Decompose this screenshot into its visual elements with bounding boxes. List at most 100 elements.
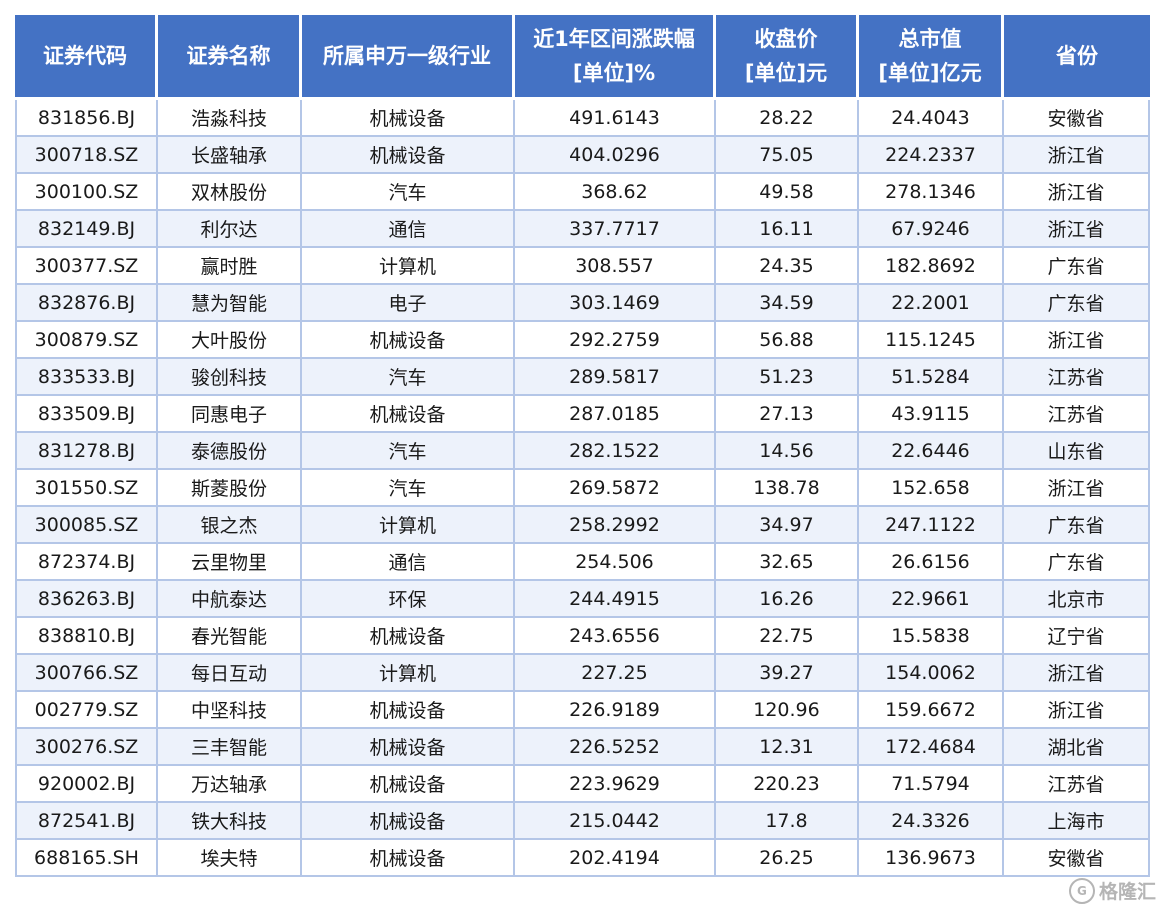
cell-name: 双林股份 (158, 174, 302, 211)
cell-industry: 机械设备 (302, 618, 515, 655)
cell-name: 万达轴承 (158, 766, 302, 803)
cell-name: 埃夫特 (158, 840, 302, 877)
cell-province: 浙江省 (1004, 137, 1150, 174)
watermark-text: 格隆汇 (1098, 881, 1156, 903)
cell-code: 301550.SZ (15, 470, 158, 507)
cell-industry: 机械设备 (302, 100, 515, 137)
cell-industry: 计算机 (302, 507, 515, 544)
cell-code: 688165.SH (15, 840, 158, 877)
cell-marketcap: 26.6156 (859, 544, 1004, 581)
cell-code: 300879.SZ (15, 322, 158, 359)
cell-code: 920002.BJ (15, 766, 158, 803)
cell-code: 836263.BJ (15, 581, 158, 618)
cell-name: 铁大科技 (158, 803, 302, 840)
header-label: 所属申万一级行业 (323, 44, 491, 68)
table-row: 300879.SZ 大叶股份 机械设备 292.2759 56.88 115.1245 浙江… (15, 322, 1150, 359)
cell-marketcap: 224.2337 (859, 137, 1004, 174)
cell-code: 300085.SZ (15, 507, 158, 544)
cell-change: 226.9189 (515, 692, 716, 729)
cell-marketcap: 22.6446 (859, 433, 1004, 470)
cell-change: 215.0442 (515, 803, 716, 840)
table-row: 833533.BJ 骏创科技 汽车 289.5817 51.23 51.5284 江苏省 (15, 359, 1150, 396)
cell-close: 32.65 (716, 544, 859, 581)
cell-name: 浩淼科技 (158, 100, 302, 137)
cell-change: 244.4915 (515, 581, 716, 618)
cell-province: 浙江省 (1004, 174, 1150, 211)
cell-industry: 机械设备 (302, 692, 515, 729)
cell-marketcap: 24.4043 (859, 100, 1004, 137)
cell-province: 浙江省 (1004, 655, 1150, 692)
cell-change: 404.0296 (515, 137, 716, 174)
cell-industry: 汽车 (302, 470, 515, 507)
cell-industry: 通信 (302, 544, 515, 581)
cell-code: 872374.BJ (15, 544, 158, 581)
cell-name: 长盛轴承 (158, 137, 302, 174)
cell-code: 831856.BJ (15, 100, 158, 137)
cell-province: 安徽省 (1004, 840, 1150, 877)
cell-marketcap: 43.9115 (859, 396, 1004, 433)
cell-industry: 汽车 (302, 433, 515, 470)
cell-close: 16.11 (716, 211, 859, 248)
cell-code: 832149.BJ (15, 211, 158, 248)
header-label: 近1年区间涨跌幅 (533, 27, 695, 51)
cell-change: 337.7717 (515, 211, 716, 248)
cell-name: 三丰智能 (158, 729, 302, 766)
header-label: 收盘价 (754, 27, 818, 51)
cell-name: 慧为智能 (158, 285, 302, 322)
cell-province: 江苏省 (1004, 396, 1150, 433)
cell-close: 34.97 (716, 507, 859, 544)
cell-industry: 汽车 (302, 174, 515, 211)
table-row: 832149.BJ 利尔达 通信 337.7717 16.11 67.9246 浙江省 (15, 211, 1150, 248)
cell-name: 每日互动 (158, 655, 302, 692)
table-body: 831856.BJ 浩淼科技 机械设备 491.6143 28.22 24.4043 安徽省… (15, 100, 1150, 877)
header-unit: [单位]元 (744, 61, 828, 85)
table-row: 831278.BJ 泰德股份 汽车 282.1522 14.56 22.6446 山东省 (15, 433, 1150, 470)
cell-industry: 机械设备 (302, 396, 515, 433)
cell-code: 831278.BJ (15, 433, 158, 470)
cell-code: 838810.BJ (15, 618, 158, 655)
cell-province: 浙江省 (1004, 470, 1150, 507)
cell-industry: 电子 (302, 285, 515, 322)
cell-province: 广东省 (1004, 544, 1150, 581)
cell-province: 湖北省 (1004, 729, 1150, 766)
cell-marketcap: 71.5794 (859, 766, 1004, 803)
cell-marketcap: 182.8692 (859, 248, 1004, 285)
cell-name: 春光智能 (158, 618, 302, 655)
cell-code: 300718.SZ (15, 137, 158, 174)
header-industry: 所属申万一级行业 (302, 15, 515, 100)
cell-industry: 计算机 (302, 655, 515, 692)
header-label: 证券代码 (43, 44, 127, 68)
cell-industry: 机械设备 (302, 840, 515, 877)
cell-code: 300100.SZ (15, 174, 158, 211)
table-row: 833509.BJ 同惠电子 机械设备 287.0185 27.13 43.9115 江苏省 (15, 396, 1150, 433)
header-code: 证券代码 (15, 15, 158, 100)
cell-close: 27.13 (716, 396, 859, 433)
watermark-logo-icon: G (1068, 877, 1095, 904)
cell-code: 833509.BJ (15, 396, 158, 433)
cell-name: 云里物里 (158, 544, 302, 581)
cell-change: 227.25 (515, 655, 716, 692)
cell-province: 辽宁省 (1004, 618, 1150, 655)
cell-change: 258.2992 (515, 507, 716, 544)
cell-province: 北京市 (1004, 581, 1150, 618)
cell-code: 833533.BJ (15, 359, 158, 396)
cell-change: 287.0185 (515, 396, 716, 433)
cell-change: 243.6556 (515, 618, 716, 655)
cell-province: 上海市 (1004, 803, 1150, 840)
table-row: 920002.BJ 万达轴承 机械设备 223.9629 220.23 71.5794 江苏… (15, 766, 1150, 803)
cell-name: 泰德股份 (158, 433, 302, 470)
cell-marketcap: 136.9673 (859, 840, 1004, 877)
cell-change: 308.557 (515, 248, 716, 285)
cell-marketcap: 247.1122 (859, 507, 1004, 544)
cell-name: 中航泰达 (158, 581, 302, 618)
cell-province: 江苏省 (1004, 766, 1150, 803)
table-row: 300100.SZ 双林股份 汽车 368.62 49.58 278.1346 浙江省 (15, 174, 1150, 211)
watermark: G 格隆汇 (1068, 877, 1156, 904)
cell-change: 223.9629 (515, 766, 716, 803)
cell-close: 220.23 (716, 766, 859, 803)
cell-close: 34.59 (716, 285, 859, 322)
cell-change: 491.6143 (515, 100, 716, 137)
cell-change: 292.2759 (515, 322, 716, 359)
cell-change: 282.1522 (515, 433, 716, 470)
cell-province: 浙江省 (1004, 692, 1150, 729)
